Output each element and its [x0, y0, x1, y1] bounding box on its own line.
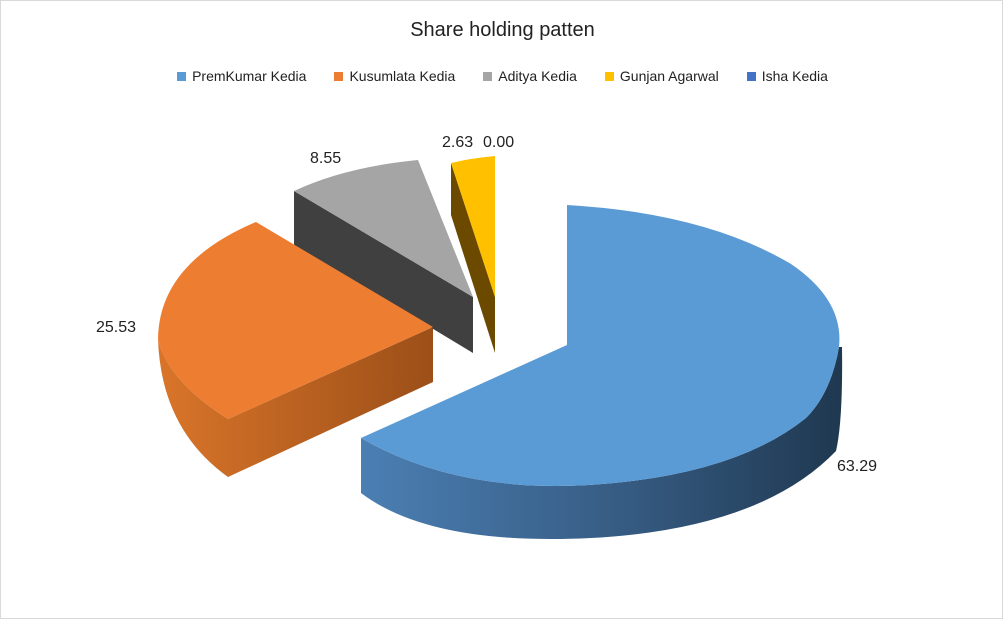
legend-swatch-gunjan-agarwal [604, 71, 614, 81]
legend-item-premkumar-kedia: PremKumar Kedia [177, 68, 306, 84]
legend-label-premkumar-kedia: PremKumar Kedia [192, 68, 307, 84]
legend-label-aditya-kedia: Aditya Kedia [498, 68, 577, 84]
legend-swatch-kusumlata-kedia [334, 71, 344, 81]
legend-item-gunjan-agarwal: Gunjan Agarwal [604, 68, 719, 84]
slice-kusumlata-side [158, 327, 433, 477]
legend-item-isha-kedia: Isha Kedia [746, 68, 828, 84]
slice-gunjan-side [451, 163, 495, 353]
slice-gunjan [451, 156, 495, 297]
data-label-gunjan: 2.63 [442, 134, 473, 151]
data-label-isha: 0.00 [483, 134, 514, 151]
legend-swatch-premkumar-kedia [177, 71, 187, 81]
legend-label-kusumlata-kedia: Kusumlata Kedia [349, 68, 456, 84]
legend-label-gunjan-agarwal: Gunjan Agarwal [619, 68, 719, 84]
legend-item-kusumlata-kedia: Kusumlata Kedia [334, 68, 455, 84]
slice-kusumlata [158, 222, 433, 419]
chart-legend: PremKumar Kedia Kusumlata Kedia Aditya K… [1, 68, 1003, 84]
slice-aditya-side [294, 191, 473, 353]
data-label-premkumar: 63.29 [837, 458, 877, 475]
data-label-aditya: 8.55 [310, 150, 341, 167]
slice-premkumar-side [361, 347, 843, 540]
slice-aditya [294, 160, 473, 297]
slice-premkumar [361, 205, 840, 487]
legend-item-aditya-kedia: Aditya Kedia [483, 68, 577, 84]
data-label-kusumlata: 25.53 [96, 319, 136, 336]
legend-label-isha-kedia: Isha Kedia [761, 68, 828, 84]
legend-swatch-isha-kedia [746, 71, 756, 81]
legend-swatch-aditya-kedia [483, 71, 493, 81]
chart-title: Share holding patten [410, 19, 595, 41]
